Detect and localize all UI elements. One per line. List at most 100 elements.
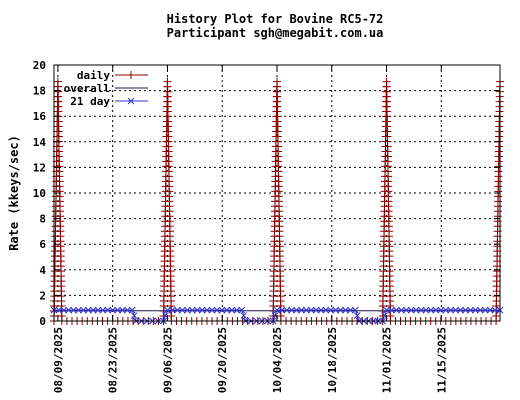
x-marker xyxy=(178,306,186,314)
x-marker xyxy=(119,306,126,314)
x-marker xyxy=(70,306,77,314)
x-marker xyxy=(240,312,248,319)
x-marker xyxy=(317,306,325,314)
x-marker xyxy=(337,306,344,314)
x-marker xyxy=(89,306,97,314)
x-marker xyxy=(55,306,63,314)
x-marker xyxy=(218,306,226,314)
x-marker xyxy=(417,306,425,314)
x-tick-label: 08/23/2025 xyxy=(107,327,120,393)
x-marker xyxy=(462,306,469,314)
x-marker xyxy=(302,306,310,314)
chart-subtitle: Participant sgh@megabit.com.ua xyxy=(167,26,384,40)
x-marker xyxy=(481,306,489,314)
y-tick-label: 8 xyxy=(39,213,46,226)
x-marker xyxy=(447,306,455,314)
x-marker xyxy=(278,306,286,314)
x-marker xyxy=(169,306,176,314)
x-marker xyxy=(393,306,400,314)
x-marker xyxy=(452,306,459,314)
x-marker xyxy=(193,306,201,314)
x-marker xyxy=(223,306,231,314)
x-marker xyxy=(432,306,440,314)
x-marker xyxy=(351,306,359,314)
x-marker xyxy=(128,306,136,314)
x-marker xyxy=(75,306,82,314)
x-marker xyxy=(397,306,405,314)
x-marker xyxy=(273,306,281,314)
x-marker xyxy=(402,306,410,314)
x-tick-label: 09/20/2025 xyxy=(216,327,229,393)
x-marker xyxy=(457,306,464,314)
x-marker xyxy=(124,306,131,314)
x-marker xyxy=(437,306,445,314)
y-tick-label: 6 xyxy=(39,238,46,251)
x-marker xyxy=(114,306,121,314)
y-tick-label: 12 xyxy=(33,161,46,174)
x-marker xyxy=(99,306,107,314)
x-marker xyxy=(109,306,117,314)
x-marker xyxy=(94,306,102,314)
legend-label: 21 day xyxy=(70,95,110,108)
x-marker xyxy=(442,306,450,314)
x-marker xyxy=(422,306,430,314)
y-tick-label: 16 xyxy=(33,110,47,123)
x-tick-label: 10/18/2025 xyxy=(326,327,339,393)
x-marker xyxy=(332,306,340,314)
x-marker xyxy=(312,306,320,314)
x-marker xyxy=(79,306,87,314)
x-marker xyxy=(467,306,474,314)
chart-title: History Plot for Bovine RC5-72 xyxy=(167,12,384,26)
x-marker xyxy=(307,306,315,314)
x-marker xyxy=(65,306,73,314)
x-marker xyxy=(353,312,361,319)
x-marker xyxy=(228,306,236,314)
ticks: 0 2 4 6 8 10 12 14 16 18 20 08/09/2025 08/23/2025 09/… xyxy=(33,59,500,393)
x-marker xyxy=(238,306,246,314)
x-marker xyxy=(491,306,499,314)
x-marker xyxy=(388,306,395,314)
x-tick-label: 08/09/2025 xyxy=(52,327,65,393)
x-marker xyxy=(213,306,221,314)
y-tick-label: 10 xyxy=(33,187,46,200)
y-tick-label: 20 xyxy=(33,59,46,72)
x-marker xyxy=(476,306,484,314)
x-tick-label: 11/01/2025 xyxy=(381,327,394,393)
legend-entry: 21 day xyxy=(70,95,148,108)
legend-label: overall xyxy=(64,82,110,95)
y-tick-label: 18 xyxy=(33,85,46,98)
series-layer xyxy=(50,77,504,325)
x-marker xyxy=(327,306,335,314)
x-marker xyxy=(198,306,206,314)
x-marker xyxy=(84,306,92,314)
x-marker xyxy=(130,312,138,319)
y-tick-label: 0 xyxy=(39,315,46,328)
x-marker xyxy=(60,306,68,314)
legend-entry: daily xyxy=(77,69,148,82)
y-tick-label: 4 xyxy=(39,264,46,277)
legend-label: daily xyxy=(77,69,110,82)
x-tick-label: 11/15/2025 xyxy=(435,327,448,393)
x-marker xyxy=(471,306,479,314)
x-marker xyxy=(203,306,211,314)
y-tick-label: 2 xyxy=(39,289,46,302)
legend-entry: overall xyxy=(64,82,148,95)
x-marker xyxy=(208,306,216,314)
x-marker xyxy=(412,306,420,314)
x-marker xyxy=(298,306,305,314)
x-marker xyxy=(342,306,349,314)
x-marker xyxy=(127,97,135,105)
x-marker xyxy=(104,306,112,314)
x-tick-label: 09/06/2025 xyxy=(161,327,174,393)
x-marker xyxy=(288,306,296,314)
x-marker xyxy=(322,306,330,314)
x-marker xyxy=(407,306,415,314)
x-marker xyxy=(427,306,435,314)
series-daily xyxy=(50,77,504,325)
x-marker xyxy=(188,306,196,314)
x-tick-label: 10/04/2025 xyxy=(271,327,284,393)
x-marker xyxy=(293,306,300,314)
